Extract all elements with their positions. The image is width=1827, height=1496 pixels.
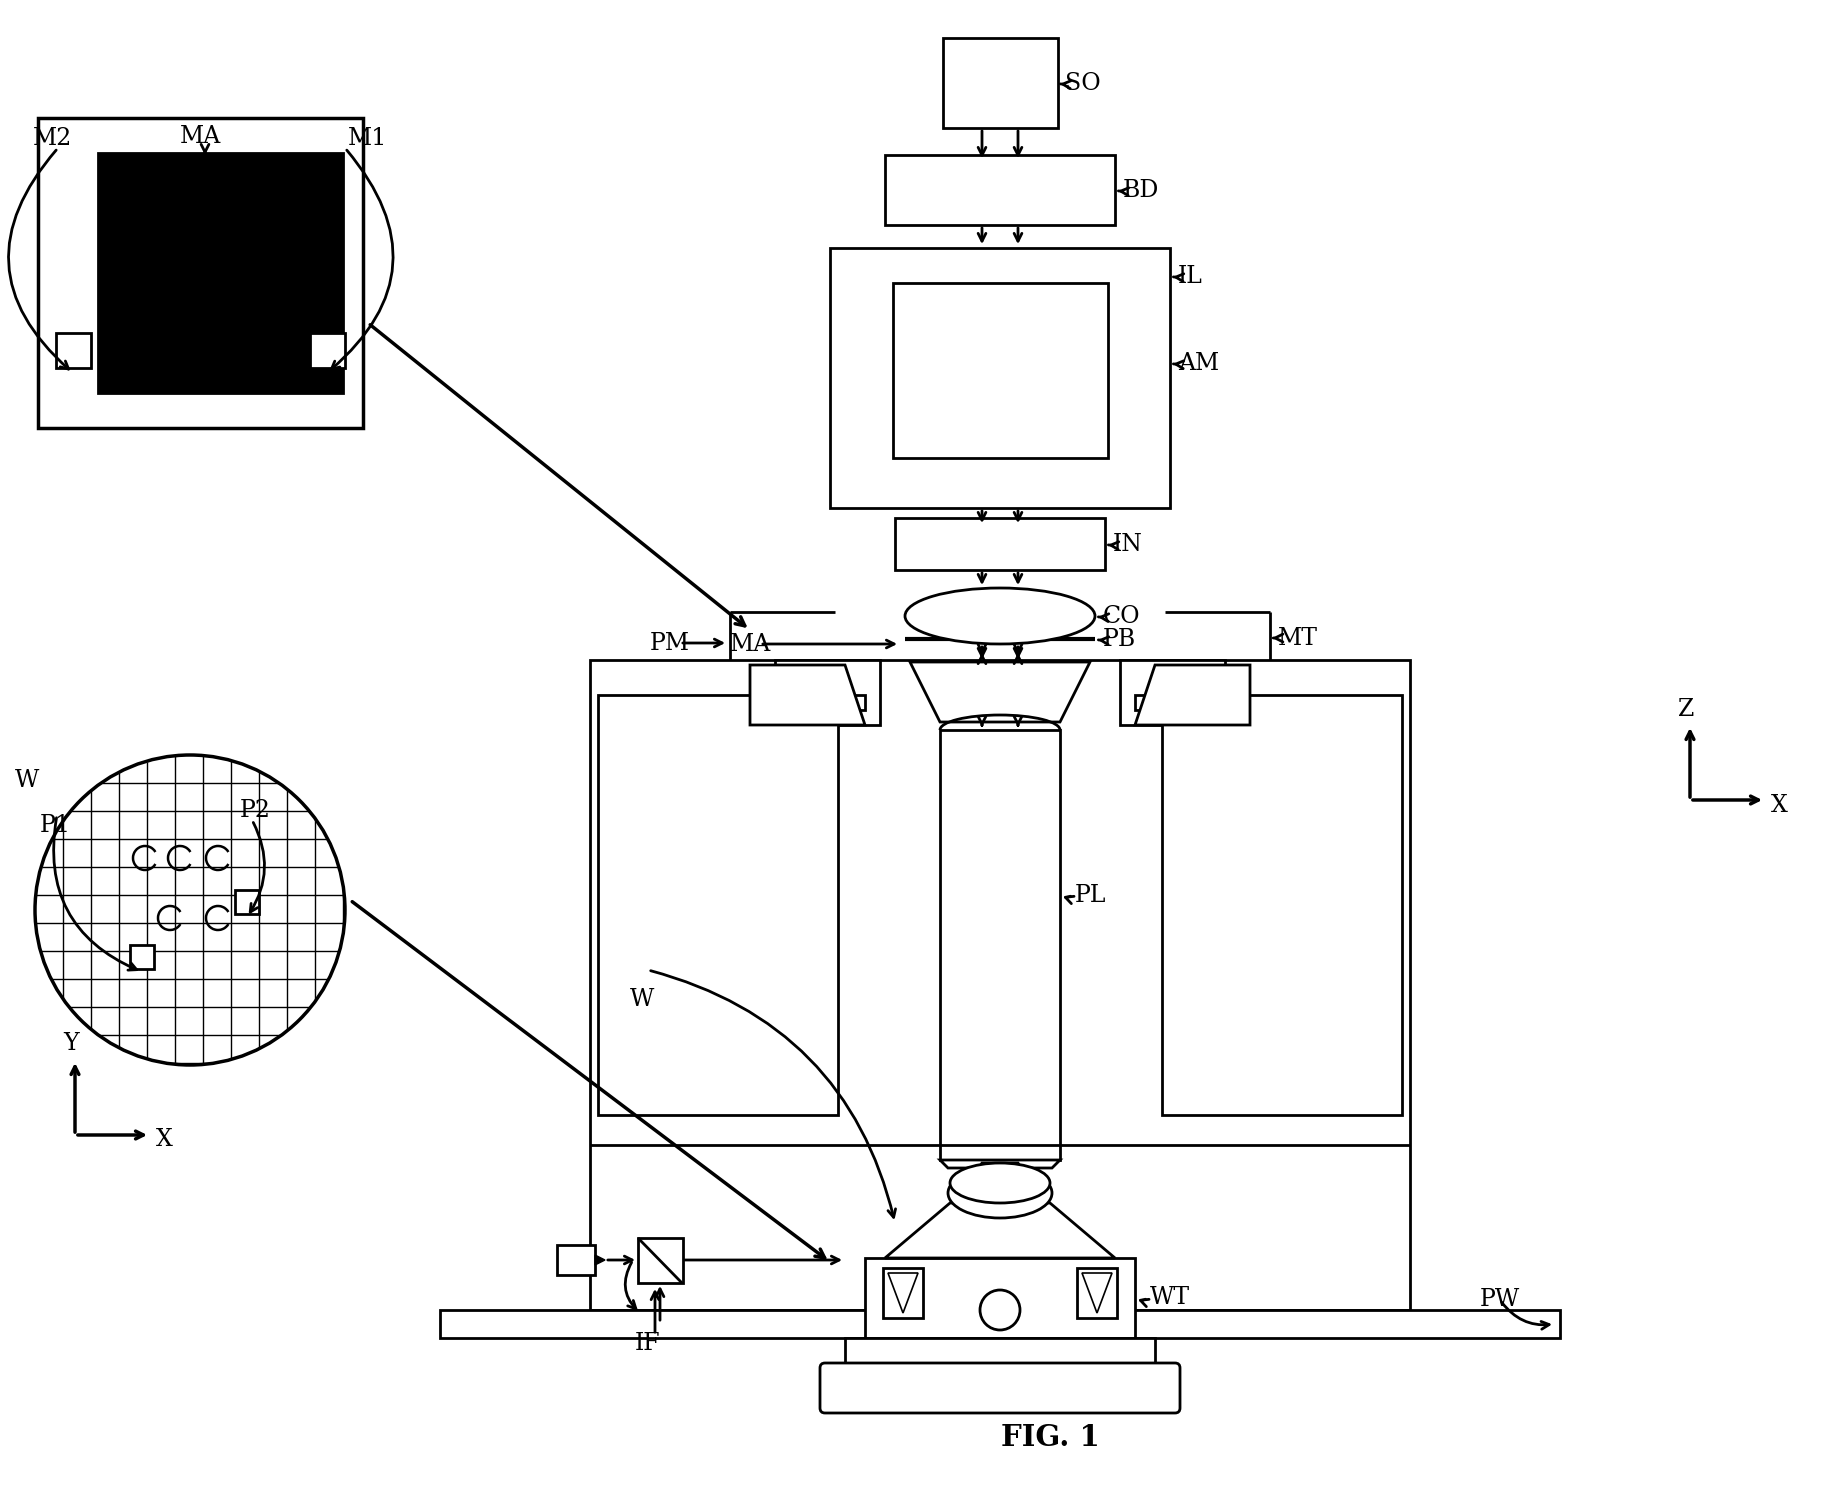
Bar <box>440 1310 1560 1337</box>
Text: X: X <box>1770 793 1789 817</box>
Text: Z: Z <box>1677 697 1694 721</box>
Text: AM: AM <box>1178 352 1219 374</box>
Bar <box>884 156 1114 224</box>
Bar <box>597 696 839 1115</box>
Polygon shape <box>1135 666 1250 726</box>
Circle shape <box>35 755 345 1065</box>
Bar <box>943 37 1058 129</box>
Ellipse shape <box>904 588 1094 643</box>
Text: SO: SO <box>1065 72 1100 94</box>
Bar <box>1162 696 1401 1115</box>
Bar <box>1120 660 1224 726</box>
Bar <box>882 1269 923 1318</box>
Text: MA: MA <box>731 633 771 655</box>
Text: MT: MT <box>1279 627 1317 649</box>
Text: FIG. 1: FIG. 1 <box>1001 1424 1100 1453</box>
Polygon shape <box>596 1255 605 1266</box>
FancyBboxPatch shape <box>820 1363 1180 1414</box>
Text: X: X <box>155 1128 174 1152</box>
Text: Y: Y <box>62 1032 79 1056</box>
Bar <box>1135 696 1209 711</box>
Polygon shape <box>910 663 1091 723</box>
Text: IN: IN <box>1113 533 1144 555</box>
Polygon shape <box>751 666 864 726</box>
Text: P2: P2 <box>239 799 270 821</box>
Text: M1: M1 <box>347 127 387 150</box>
Polygon shape <box>941 1159 1060 1168</box>
Bar <box>775 660 881 726</box>
Text: PW: PW <box>1480 1288 1520 1312</box>
Text: CO: CO <box>1104 604 1140 627</box>
Bar <box>557 1245 596 1275</box>
Bar <box>1076 1269 1116 1318</box>
Text: PB: PB <box>1104 627 1136 651</box>
Polygon shape <box>888 1273 917 1313</box>
Text: PM: PM <box>650 631 691 655</box>
Bar <box>38 118 364 428</box>
Text: IF: IF <box>636 1331 661 1354</box>
Bar <box>895 518 1105 570</box>
Text: M2: M2 <box>33 127 73 150</box>
Polygon shape <box>950 1162 1051 1218</box>
Text: W: W <box>630 989 654 1011</box>
Bar <box>864 1258 1135 1337</box>
Polygon shape <box>1082 1273 1113 1313</box>
Ellipse shape <box>950 1162 1051 1203</box>
Bar <box>236 890 259 914</box>
Bar <box>638 1239 683 1284</box>
Bar <box>99 153 343 393</box>
Text: PL: PL <box>1074 884 1107 907</box>
Text: BD: BD <box>1124 178 1160 202</box>
Text: P1: P1 <box>40 814 71 836</box>
Bar <box>893 283 1107 458</box>
Ellipse shape <box>948 1168 1052 1218</box>
Circle shape <box>979 1290 1019 1330</box>
Text: WT: WT <box>1149 1287 1189 1309</box>
Text: W: W <box>15 769 40 791</box>
Bar <box>829 248 1169 509</box>
Bar <box>311 334 345 368</box>
Bar <box>789 696 864 711</box>
Text: MA: MA <box>181 124 221 148</box>
Bar <box>590 660 1410 1310</box>
Bar <box>846 1337 1155 1363</box>
Bar <box>130 945 153 969</box>
Circle shape <box>35 755 345 1065</box>
Bar <box>57 334 91 368</box>
Bar <box>941 730 1060 1159</box>
Text: IL: IL <box>1178 265 1202 287</box>
Polygon shape <box>884 1203 1114 1258</box>
